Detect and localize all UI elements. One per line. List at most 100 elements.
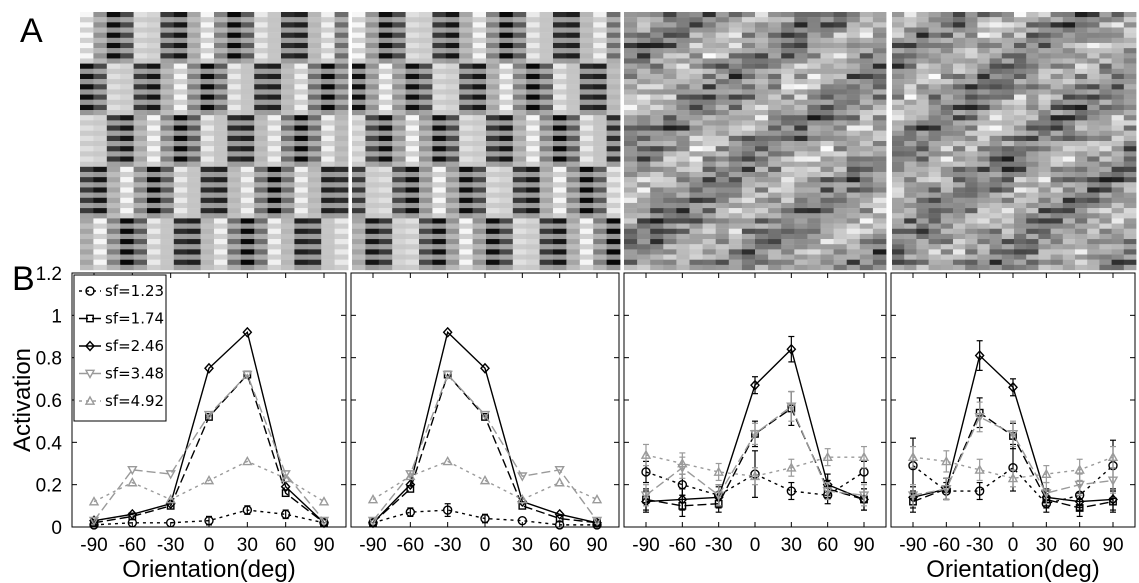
series-line: [372, 373, 598, 522]
data-point: [203, 410, 215, 421]
data-point: [127, 465, 138, 476]
y-tick-label: 0: [51, 518, 62, 539]
data-point: [749, 429, 761, 440]
x-tick-label: -30: [705, 535, 732, 556]
x-tick-label: -30: [966, 535, 993, 556]
data-point: [368, 517, 378, 529]
x-tick-label: 30: [781, 535, 802, 556]
data-point: [974, 464, 985, 474]
data-point: [974, 486, 985, 496]
stimulus-images: [80, 12, 1137, 271]
legend-label: sf=1.23: [105, 282, 164, 300]
tuning-panel: -90 -60 -30 0 30 60 90: [623, 272, 887, 556]
legend-marker: [85, 286, 95, 296]
series-line: [93, 330, 325, 524]
data-point: [858, 491, 870, 501]
data-point: [281, 489, 290, 498]
x-tick-label: -60: [397, 535, 424, 556]
data-point: [280, 470, 291, 480]
x-tick-label: -60: [669, 535, 696, 556]
data-point: [127, 508, 138, 520]
data-point: [1074, 496, 1085, 508]
y-tick-label: 1: [51, 306, 62, 327]
data-point: [517, 472, 528, 482]
series-line: [93, 460, 325, 503]
data-point: [786, 486, 797, 496]
data-point: [1007, 429, 1019, 440]
y-tick-label: 1.2: [36, 264, 62, 285]
data-point: [405, 470, 416, 481]
plot-frame: [350, 272, 620, 528]
data-point: [1108, 494, 1118, 505]
data-point: [203, 474, 215, 485]
series-triangle-down: [367, 370, 603, 527]
data-point: [242, 326, 253, 338]
data-point: [750, 379, 760, 391]
data-point: [442, 455, 453, 466]
data-point: [822, 451, 833, 462]
stimulus-image: [80, 12, 349, 271]
x-tick-label: -90: [80, 535, 107, 556]
x-tick-label: 60: [1069, 535, 1090, 556]
data-point: [204, 362, 214, 374]
series-line: [372, 330, 598, 524]
data-point: [641, 467, 651, 477]
data-point: [907, 491, 919, 501]
x-tick-label: 30: [512, 535, 533, 556]
x-tick-label: 30: [237, 535, 258, 556]
data-point: [405, 507, 416, 517]
data-point: [677, 494, 688, 505]
tuning-curve-panels: 00.20.40.60.811.2-90 -60 -30 0 30 60 90Orienta…: [9, 264, 1136, 583]
data-point: [592, 520, 602, 530]
x-tick-label: 90: [1102, 535, 1123, 556]
data-point: [88, 496, 100, 506]
data-point: [749, 470, 761, 481]
x-tick-label: -30: [434, 535, 461, 556]
data-point: [713, 466, 724, 476]
x-tick-label: 0: [480, 535, 491, 556]
data-point: [822, 487, 833, 497]
data-point: [591, 516, 603, 527]
data-point: [165, 518, 176, 528]
series-triangle-down: [640, 390, 870, 507]
y-axis-label: Activation: [9, 348, 36, 452]
data-point: [479, 410, 491, 421]
data-point: [442, 505, 453, 515]
data-point: [480, 513, 490, 524]
data-point: [941, 485, 952, 495]
data-point: [480, 362, 490, 374]
x-axis-label: Orientation(deg): [926, 556, 1099, 583]
x-tick-label: 60: [817, 535, 838, 556]
data-point: [89, 520, 99, 530]
series-triangle-up: [88, 455, 330, 506]
x-tick-label: -90: [899, 535, 926, 556]
series-circle: [368, 503, 602, 530]
data-point: [858, 451, 870, 462]
legend-label: sf=2.46: [105, 337, 164, 355]
data-point: [554, 508, 565, 520]
data-point: [786, 402, 797, 412]
data-point: [204, 515, 214, 526]
x-tick-label: 60: [275, 535, 296, 556]
data-point: [165, 470, 176, 480]
data-point: [974, 413, 985, 423]
y-tick-label: 0.2: [36, 476, 62, 497]
data-point: [165, 494, 176, 504]
data-point: [592, 517, 602, 529]
legend-marker: [85, 340, 95, 352]
data-point: [907, 451, 919, 462]
tuning-panel: -90 -60 -30 0 30 60 90: [350, 272, 620, 556]
legend-box: [73, 274, 167, 422]
legend-marker: [84, 369, 96, 379]
x-tick-label: 60: [549, 535, 570, 556]
stimulus-image: [892, 12, 1137, 271]
data-point: [1074, 480, 1085, 491]
data-point: [442, 370, 453, 381]
data-point: [713, 491, 724, 501]
data-point: [280, 509, 291, 519]
series-triangle-down: [88, 370, 330, 527]
data-point: [405, 479, 416, 491]
data-point: [677, 458, 688, 468]
legend: sf=1.23 sf=1.74 sf=2.46 sf=3.48 sf=4.92: [73, 274, 167, 422]
